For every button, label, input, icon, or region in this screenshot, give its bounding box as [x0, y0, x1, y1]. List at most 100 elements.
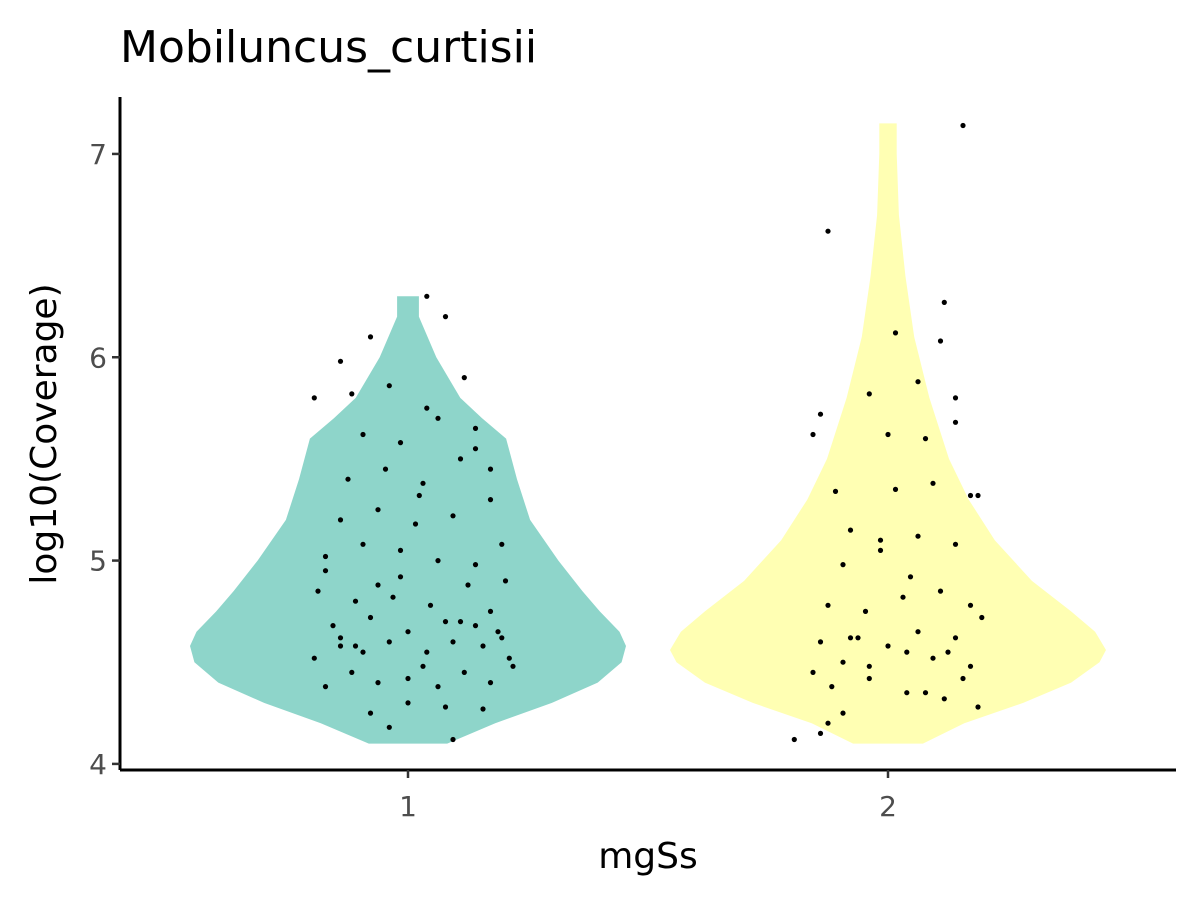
data-point [375, 680, 381, 686]
data-point [499, 635, 505, 641]
data-point [967, 602, 974, 608]
data-point [941, 696, 947, 702]
data-point [952, 635, 959, 641]
data-point [352, 598, 359, 604]
data-point [840, 562, 846, 568]
x-tick-label: 1 [399, 790, 417, 823]
data-point [386, 639, 392, 645]
data-point [832, 488, 839, 494]
data-point [979, 614, 985, 621]
data-point [487, 466, 494, 472]
y-tick-label: 4 [89, 748, 107, 781]
plot-area [190, 122, 1106, 744]
data-point [412, 521, 419, 527]
data-point [866, 675, 872, 682]
data-point [810, 669, 816, 676]
data-point [877, 547, 884, 554]
data-point [975, 704, 981, 710]
data-point [855, 635, 861, 641]
data-point [510, 663, 516, 669]
data-point [420, 663, 426, 669]
data-point [825, 720, 831, 726]
data-point [457, 456, 464, 462]
data-point [349, 391, 355, 397]
data-point [904, 690, 910, 696]
data-point [472, 446, 479, 452]
data-point [416, 492, 422, 499]
data-point [915, 533, 921, 539]
data-point [502, 578, 509, 584]
data-point [337, 635, 344, 641]
data-point [937, 338, 944, 344]
data-point [450, 513, 456, 519]
data-point [487, 608, 494, 615]
data-point [360, 431, 366, 438]
data-point [952, 541, 959, 547]
data-point [435, 558, 441, 564]
data-point [930, 480, 936, 486]
data-point [930, 655, 936, 661]
data-point [311, 655, 317, 661]
data-point [866, 391, 872, 397]
data-point [840, 659, 846, 665]
data-point [907, 574, 914, 580]
data-point [461, 669, 467, 676]
data-point [862, 608, 869, 615]
data-point [817, 730, 824, 737]
data-point [435, 415, 441, 421]
data-point [375, 582, 381, 588]
data-point [382, 466, 389, 472]
data-point [424, 405, 430, 411]
data-point [472, 562, 479, 568]
data-point [461, 375, 467, 381]
data-point [840, 710, 846, 716]
data-point [397, 440, 404, 446]
data-point [915, 629, 921, 635]
data-point [405, 675, 411, 682]
data-point [487, 497, 494, 503]
data-point [952, 395, 959, 401]
data-point [791, 736, 797, 743]
data-point [349, 669, 355, 676]
data-point [892, 330, 899, 336]
data-point [847, 635, 854, 641]
data-point [367, 614, 374, 621]
data-point [442, 314, 449, 320]
data-point [960, 122, 966, 129]
data-point [322, 568, 329, 574]
axis-ticks: 4 5 6 7 1 2 [89, 138, 897, 823]
data-point [810, 431, 816, 438]
y-axis-title: log10(Coverage) [24, 283, 65, 584]
data-point [817, 411, 824, 417]
data-point [424, 649, 430, 655]
data-point [829, 684, 835, 690]
data-point [405, 629, 411, 635]
data-point [480, 706, 486, 712]
data-point [922, 690, 929, 696]
data-point [367, 710, 374, 716]
chart-title: Mobiluncus_curtisii [120, 22, 537, 73]
data-point [322, 684, 329, 690]
data-point [817, 639, 824, 645]
data-point [360, 649, 366, 655]
data-point [457, 619, 464, 625]
y-tick-label: 6 [89, 341, 107, 374]
data-point [967, 663, 974, 669]
x-tick-label: 2 [879, 790, 897, 823]
data-point [480, 643, 486, 649]
violin-1 [190, 296, 626, 744]
data-point [937, 588, 944, 594]
data-point [337, 643, 344, 649]
data-point [397, 547, 404, 554]
data-point [915, 379, 921, 385]
data-point [847, 527, 854, 533]
data-point [360, 541, 366, 547]
data-point [397, 574, 404, 580]
data-point [892, 486, 899, 492]
data-point [465, 582, 471, 588]
data-point [885, 431, 891, 438]
data-point [941, 299, 947, 305]
data-point [386, 383, 392, 389]
data-point [375, 507, 381, 513]
data-point [499, 541, 505, 547]
